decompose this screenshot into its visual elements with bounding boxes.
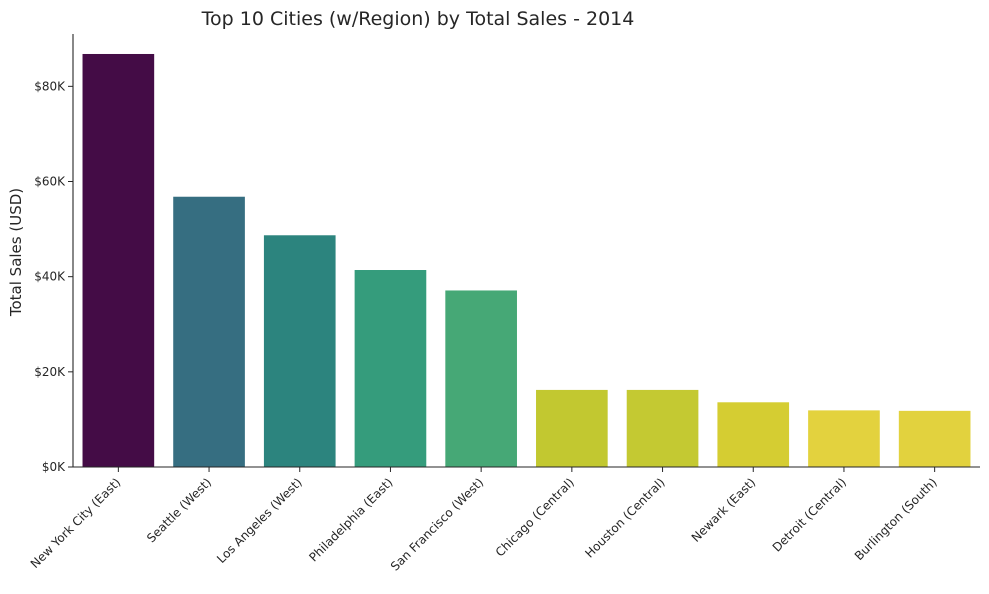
bar-3 xyxy=(263,235,336,467)
x-tick-label: San Francisco (West) xyxy=(388,475,486,573)
bar-2 xyxy=(173,196,245,467)
x-tick-label: Houston (Central) xyxy=(582,475,667,560)
bar-5 xyxy=(445,290,517,467)
x-tick-label: Newark (East) xyxy=(689,475,759,545)
bar-9 xyxy=(808,410,880,467)
bar-7 xyxy=(626,389,699,467)
x-ticks: New York City (East) Seattle (West) Los An… xyxy=(28,467,940,574)
x-tick-label: Detroit (Central) xyxy=(770,475,849,554)
y-tick-label: $20K xyxy=(34,365,66,379)
y-tick-label: $60K xyxy=(34,175,66,189)
y-tick-label: $0K xyxy=(42,460,66,474)
x-tick-label: Burlington (South) xyxy=(852,475,940,563)
bar-1 xyxy=(82,53,155,467)
bar-6 xyxy=(536,389,608,467)
y-tick-label: $80K xyxy=(34,79,66,93)
y-ticks: $0K $20K $40K $60K $80K xyxy=(34,79,73,474)
bar-10 xyxy=(898,410,971,467)
bar-8 xyxy=(717,402,790,467)
bar-4 xyxy=(354,270,427,467)
y-axis-label: Total Sales (USD) xyxy=(7,188,25,317)
x-tick-label: Seattle (West) xyxy=(144,475,214,545)
bars-layer xyxy=(82,53,971,467)
x-tick-label: Chicago (Central) xyxy=(493,475,577,559)
chart-title: Top 10 Cities (w/Region) by Total Sales … xyxy=(201,8,635,30)
x-tick-label: Philadelphia (East) xyxy=(306,475,395,564)
x-tick-label: New York City (East) xyxy=(28,475,124,571)
axes-layer xyxy=(72,34,980,468)
x-tick-label: Los Angeles (West) xyxy=(214,475,305,566)
y-tick-label: $40K xyxy=(34,270,66,284)
